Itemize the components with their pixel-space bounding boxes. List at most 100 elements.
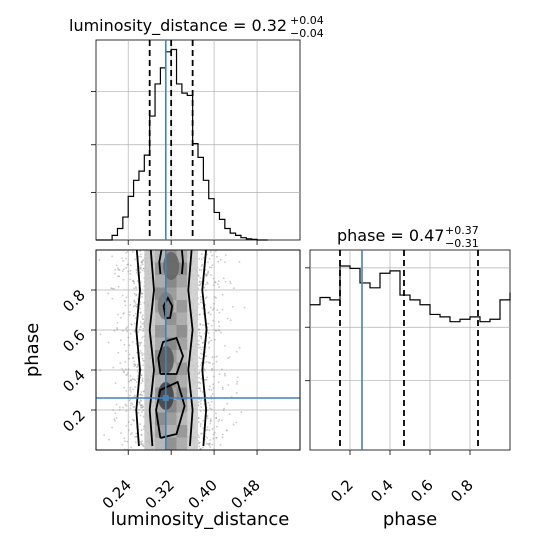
scatter-point: [208, 311, 210, 314]
scatter-point: [199, 447, 202, 450]
density-cell: [155, 312, 166, 325]
scatter-point: [231, 305, 234, 308]
scatter-point: [140, 404, 143, 407]
scatter-point: [141, 444, 144, 447]
scatter-point: [199, 283, 202, 286]
scatter-point: [135, 269, 138, 271]
scatter-point: [141, 380, 144, 383]
scatter-point: [127, 368, 130, 371]
scatter-point: [218, 311, 221, 314]
scatter-point: [140, 382, 143, 385]
scatter-point: [107, 292, 110, 295]
scatter-point: [124, 300, 127, 303]
contour-inner4: [158, 250, 163, 275]
scatter-point: [121, 367, 124, 370]
density-cell: [155, 325, 166, 338]
scatter-point: [198, 442, 201, 444]
scatter-point: [128, 353, 131, 356]
scatter-point: [112, 366, 115, 369]
density-cell: [165, 425, 177, 438]
scatter-point: [133, 280, 135, 283]
scatter-point: [124, 304, 127, 307]
scatter-point: [199, 400, 202, 403]
scatter-point: [124, 403, 127, 406]
scatter-point: [229, 282, 232, 285]
scatter-point: [209, 446, 212, 449]
scatter-point: [118, 406, 121, 409]
scatter-point: [122, 370, 125, 372]
tick-label-ld-2: 0.40: [185, 476, 221, 512]
scatter-point: [197, 275, 200, 277]
scatter-point: [130, 402, 132, 405]
scatter-point: [222, 409, 225, 412]
scatter-point: [128, 357, 130, 360]
scatter-point: [128, 311, 131, 313]
scatter-point: [103, 434, 106, 436]
scatter-point: [125, 410, 128, 412]
scatter-point: [134, 394, 136, 397]
scatter-point: [140, 374, 143, 376]
scatter-point: [129, 379, 132, 382]
scatter-point: [199, 387, 202, 390]
scatter-point: [210, 388, 213, 391]
scatter-point: [221, 386, 224, 389]
scatter-point: [128, 344, 131, 347]
title-phase-minus: −0.31: [445, 237, 479, 250]
scatter-point: [141, 354, 144, 357]
scatter-point: [140, 406, 143, 409]
scatter-point: [225, 429, 228, 432]
scatter-point: [116, 267, 119, 270]
scatter-point: [199, 323, 202, 326]
scatter-point: [123, 312, 125, 314]
scatter-point: [206, 437, 209, 439]
scatter-point: [240, 411, 243, 413]
scatter-point: [131, 250, 134, 253]
scatter-point: [232, 287, 235, 290]
scatter-point: [132, 314, 135, 317]
scatter-point: [208, 388, 210, 391]
scatter-point: [199, 382, 202, 385]
scatter-point: [140, 400, 142, 402]
scatter-point: [138, 267, 141, 270]
scatter-point: [217, 420, 220, 423]
scatter-point: [131, 403, 134, 406]
scatter-point: [208, 407, 211, 410]
scatter-point: [139, 250, 142, 252]
scatter-point: [215, 412, 217, 415]
scatter-point: [108, 438, 110, 441]
scatter-point: [130, 323, 133, 326]
scatter-point: [124, 440, 126, 443]
density-cell: [176, 275, 188, 288]
title-phase: phase = 0.47: [337, 226, 444, 245]
scatter-point: [142, 327, 145, 330]
scatter-point: [200, 335, 203, 338]
scatter-point: [127, 263, 130, 266]
scatter-point: [203, 368, 206, 371]
scatter-point: [141, 411, 143, 414]
scatter-point: [129, 272, 132, 275]
scatter-point: [125, 424, 128, 427]
scatter-point: [198, 376, 200, 379]
scatter-point: [224, 254, 227, 256]
scatter-point: [133, 287, 135, 290]
scatter-point: [141, 377, 144, 380]
scatter-point: [207, 401, 210, 404]
scatter-point: [214, 281, 217, 284]
scatter-point: [122, 278, 125, 281]
scatter-point: [117, 268, 120, 271]
scatter-point: [133, 419, 136, 421]
scatter-point: [209, 419, 212, 422]
scatter-point: [202, 367, 205, 370]
scatter-point: [208, 340, 211, 343]
scatter-point: [236, 376, 239, 379]
contour-inner5: [181, 250, 184, 275]
scatter-point: [210, 324, 213, 327]
scatter-point: [199, 448, 202, 450]
scatter-point: [122, 313, 125, 315]
scatter-point: [135, 305, 138, 308]
scatter-point: [198, 387, 200, 390]
scatter-point: [133, 282, 135, 285]
density-cell: [155, 437, 166, 450]
scatter-point: [126, 330, 128, 333]
scatter-point: [213, 338, 216, 341]
